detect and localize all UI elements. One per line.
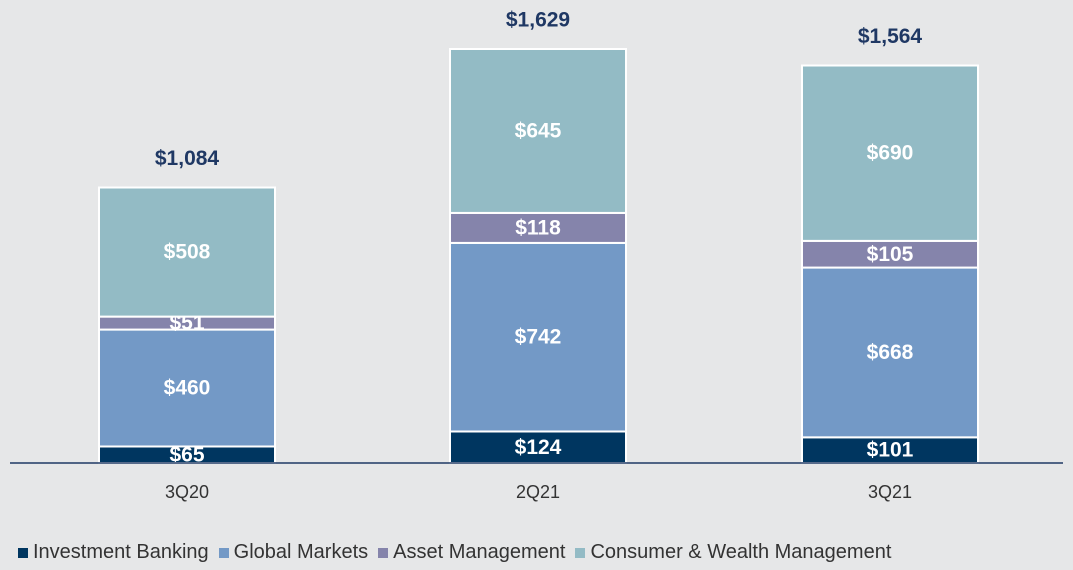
total-label: $1,084: [155, 147, 220, 170]
bar-segment: [801, 239, 979, 269]
legend-swatch: [18, 547, 28, 558]
total-label: $1,564: [858, 25, 923, 48]
data-label: $105: [867, 243, 914, 266]
data-label: $645: [515, 120, 562, 143]
x-tick-label: 3Q20: [165, 482, 209, 502]
data-label: $508: [164, 241, 211, 264]
data-label: $668: [867, 341, 914, 364]
bar-segment: [449, 48, 627, 214]
legend-swatch: [218, 547, 229, 558]
legend-item: Investment Banking: [18, 541, 209, 564]
legend-label: Asset Management: [393, 541, 566, 563]
x-tick-label: 2Q21: [516, 482, 560, 502]
bar-segment: [98, 328, 276, 448]
legend-item: Consumer & Wealth Management: [575, 541, 891, 564]
legend: Investment Banking Global Markets Asset Ma…: [18, 541, 891, 564]
data-label: $690: [867, 142, 914, 165]
bar-segment: [801, 64, 979, 242]
data-label: $124: [515, 436, 562, 459]
data-label: $65: [169, 443, 204, 466]
legend-swatch: [378, 547, 389, 558]
data-label: $101: [867, 439, 914, 462]
legend-label: Global Markets: [233, 541, 369, 563]
legend-item: Asset Management: [378, 541, 565, 564]
legend-label: Consumer & Wealth Management: [590, 541, 892, 563]
total-label: $1,629: [506, 9, 570, 32]
legend-label: Investment Banking: [33, 541, 209, 563]
data-label: $742: [515, 326, 562, 349]
x-tick-label: 3Q21: [868, 482, 912, 502]
bar-segment: [801, 436, 979, 464]
legend-item: Global Markets: [218, 541, 369, 564]
chart: $65$460$51$508$1,0843Q20$124$742$118$645…: [10, 9, 1063, 502]
data-label: $118: [515, 216, 561, 239]
data-label: $460: [164, 377, 211, 400]
legend-swatch: [575, 547, 586, 558]
bar-segment: [98, 186, 276, 318]
bar-segment: [801, 266, 979, 439]
